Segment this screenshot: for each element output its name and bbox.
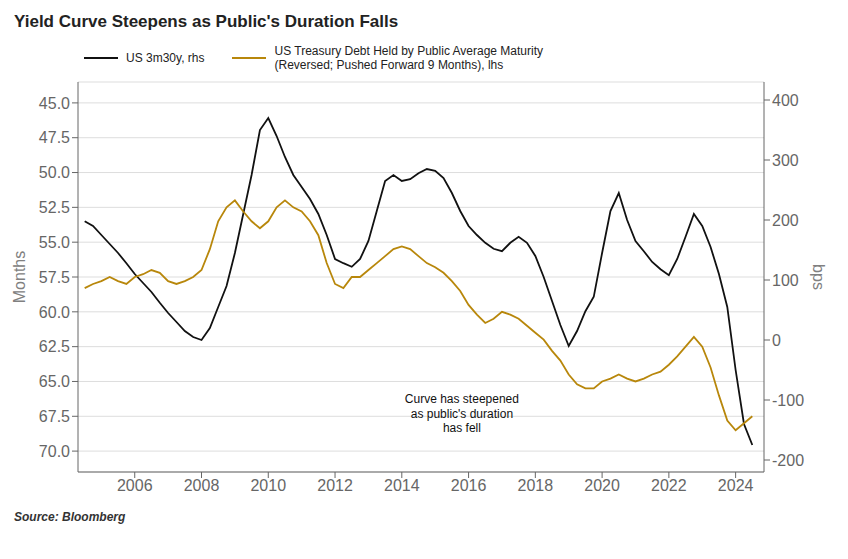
svg-text:57.5: 57.5 <box>39 269 70 286</box>
svg-text:Months: Months <box>11 251 28 303</box>
svg-text:2016: 2016 <box>451 477 487 494</box>
html-text:US 3m30y, rhs: US 3m30y, rhs <box>126 51 205 65</box>
svg-text:400: 400 <box>772 92 799 109</box>
svg-text:2018: 2018 <box>518 477 554 494</box>
svg-text:62.5: 62.5 <box>39 338 70 355</box>
html-text:Source: Bloomberg: Source: Bloomberg <box>14 510 126 524</box>
svg-text:65.0: 65.0 <box>39 373 70 390</box>
svg-text:45.0: 45.0 <box>39 95 70 112</box>
html-text:Yield Curve Steepens as Public: Yield Curve Steepens as Public's Duratio… <box>14 12 399 31</box>
svg-text:2008: 2008 <box>184 477 220 494</box>
svg-text:2020: 2020 <box>584 477 620 494</box>
svg-text:60.0: 60.0 <box>39 304 70 321</box>
svg-text:50.0: 50.0 <box>39 164 70 181</box>
svg-text:0: 0 <box>772 332 781 349</box>
svg-text:70.0: 70.0 <box>39 443 70 460</box>
svg-text:100: 100 <box>772 272 799 289</box>
svg-text:2012: 2012 <box>317 477 353 494</box>
svg-text:2014: 2014 <box>384 477 420 494</box>
svg-text:300: 300 <box>772 152 799 169</box>
svg-text:2010: 2010 <box>250 477 286 494</box>
svg-text:47.5: 47.5 <box>39 129 70 146</box>
svg-text:52.5: 52.5 <box>39 199 70 216</box>
svg-text:bps: bps <box>810 264 827 290</box>
svg-text:67.5: 67.5 <box>39 408 70 425</box>
html-text:(Reversed; Pushed Forward 9 Mo: (Reversed; Pushed Forward 9 Months), lhs <box>274 58 504 72</box>
svg-text:2006: 2006 <box>117 477 153 494</box>
svg-text:-200: -200 <box>772 452 804 469</box>
svg-text:Curve has steepenedas public's: Curve has steepenedas public's durationh… <box>405 392 519 435</box>
svg-text:2024: 2024 <box>718 477 754 494</box>
svg-text:2022: 2022 <box>651 477 687 494</box>
svg-text:55.0: 55.0 <box>39 234 70 251</box>
html-text:US Treasury Debt Held by Publi: US Treasury Debt Held by Public Average … <box>274 44 543 58</box>
svg-text:-100: -100 <box>772 392 804 409</box>
svg-text:200: 200 <box>772 212 799 229</box>
